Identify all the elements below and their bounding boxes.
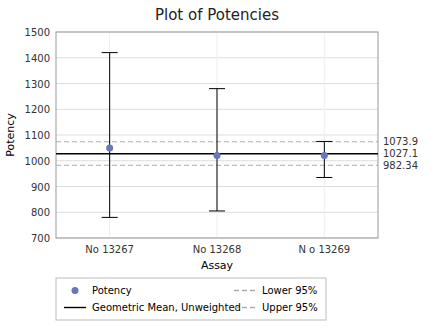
error-cap-upper <box>102 52 118 53</box>
x-tick-label: No 13268 <box>193 244 242 255</box>
legend-label: Lower 95% <box>262 285 317 296</box>
legend-swatch <box>234 307 256 308</box>
y-tick-label: 1000 <box>25 156 50 167</box>
error-bar <box>316 141 332 177</box>
y-tick-label: 1300 <box>25 79 50 90</box>
legend-swatch <box>72 287 79 294</box>
title: Plot of Potencies <box>155 6 279 24</box>
y-tick-label: 1200 <box>25 104 50 115</box>
error-cap-lower <box>209 210 225 211</box>
reference-label: 1027.1 <box>383 148 418 159</box>
point <box>106 144 113 151</box>
plot-frame <box>56 32 378 238</box>
point <box>214 152 221 159</box>
chart: Plot of Potencies 700 800 900 1000 1100 1200 13… <box>0 0 438 330</box>
x-tick-label: No 13267 <box>85 244 134 255</box>
x-axis-label: Assay <box>201 259 234 272</box>
error-bar-line <box>324 141 325 177</box>
y-tick-label: 700 <box>31 233 50 244</box>
reference-label: 1073.9 <box>383 136 418 147</box>
point <box>321 152 328 159</box>
y-tick-label: 900 <box>31 182 50 193</box>
error-cap-lower <box>102 217 118 218</box>
x-tick-label: N o 13269 <box>298 244 350 255</box>
error-bar <box>209 89 225 211</box>
plot-area <box>56 53 378 218</box>
error-bar-line <box>217 89 218 211</box>
y-tick-label: 1400 <box>25 53 50 64</box>
legend-box <box>56 278 326 320</box>
grid-line-x <box>217 32 218 238</box>
reference-label: 982.34 <box>383 160 418 171</box>
legend-label: Upper 95% <box>262 302 318 313</box>
error-bar-line <box>109 53 110 218</box>
y-tick-label: 1500 <box>25 27 50 38</box>
legend: Potency Geometric Mean, Unweighted Lower 9… <box>56 278 326 320</box>
error-cap-upper <box>316 141 332 142</box>
y-tick-label: 800 <box>31 207 50 218</box>
error-bar <box>102 53 118 218</box>
legend-swatch <box>234 290 256 291</box>
grid <box>56 32 378 238</box>
legend-label: Potency <box>92 285 132 296</box>
legend-label: Geometric Mean, Unweighted <box>92 302 241 313</box>
grid-line-x <box>324 32 325 238</box>
y-axis-label: Potency <box>4 113 17 157</box>
error-cap-upper <box>209 88 225 89</box>
legend-swatch <box>64 307 86 308</box>
grid-line-x <box>109 32 110 238</box>
error-cap-lower <box>316 177 332 178</box>
y-tick-label: 1100 <box>25 130 50 141</box>
